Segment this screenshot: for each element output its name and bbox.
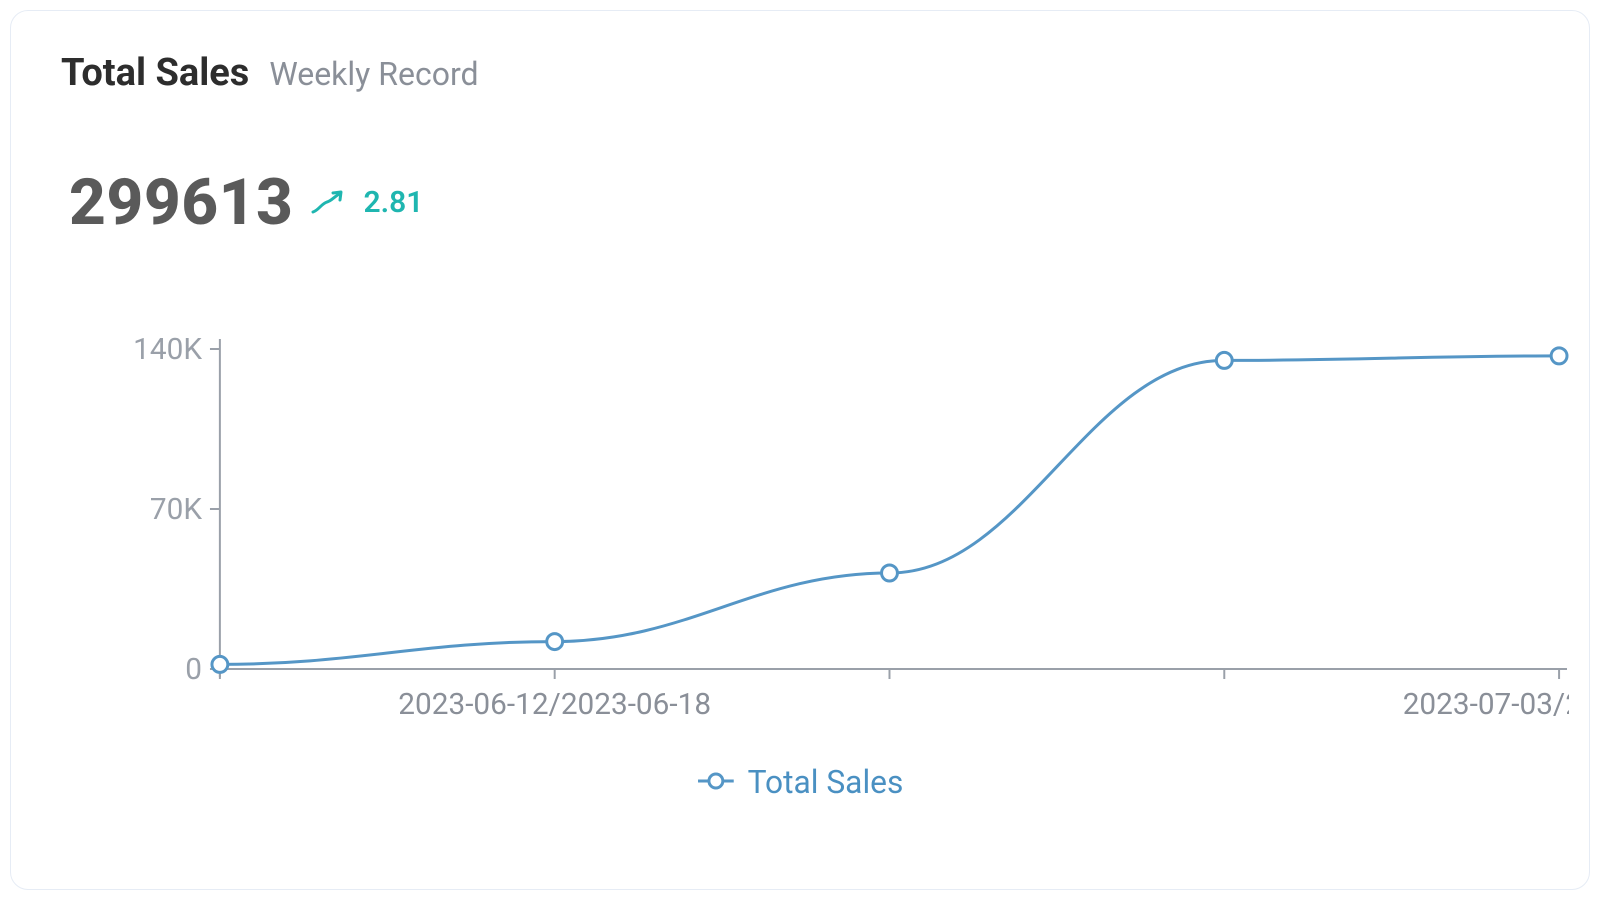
sales-card: Total Sales Weekly Record 299613 2.81 0 7… xyxy=(10,10,1590,890)
card-header: Total Sales Weekly Record xyxy=(61,51,1559,95)
sales-line-chart: 0 70K 140K 2023-06-12/2023-06-18 2023-07-03/… xyxy=(81,329,1569,829)
svg-text:140K: 140K xyxy=(133,332,202,367)
svg-text:2023-07-03/2023-07-09: 2023-07-03/2023-07-09 xyxy=(1403,687,1569,722)
svg-text:2023-06-12/2023-06-18: 2023-06-12/2023-06-18 xyxy=(398,687,711,722)
trend-up-icon xyxy=(311,190,345,216)
kpi-value: 299613 xyxy=(69,165,293,240)
svg-text:Total Sales: Total Sales xyxy=(748,763,904,801)
svg-text:70K: 70K xyxy=(150,492,202,527)
kpi-delta: 2.81 xyxy=(363,185,423,220)
card-subtitle: Weekly Record xyxy=(269,55,478,93)
kpi-row: 299613 2.81 xyxy=(69,165,1559,240)
svg-text:0: 0 xyxy=(185,652,202,687)
card-title: Total Sales xyxy=(61,51,249,95)
